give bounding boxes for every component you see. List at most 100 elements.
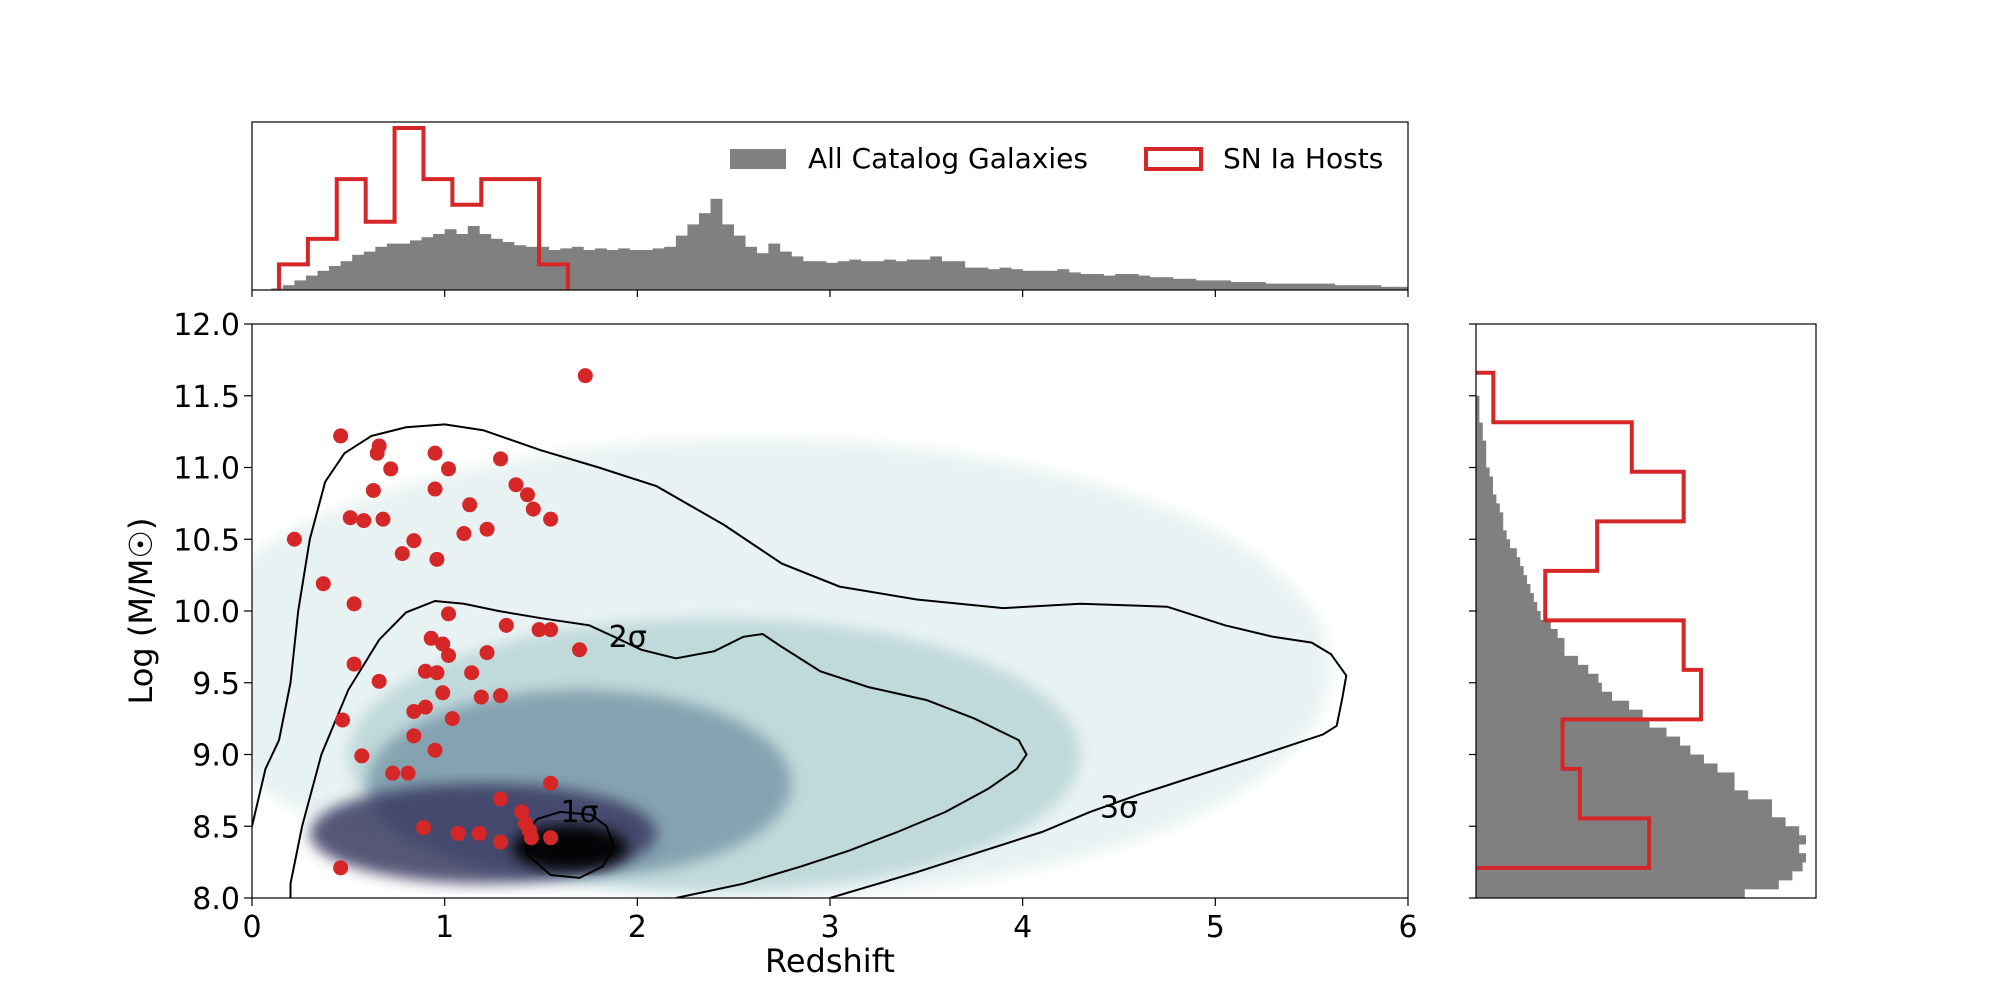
- sn-host-hist-step: [276, 126, 570, 290]
- galaxy-mass-hist-bar: [1476, 745, 1691, 755]
- sn-host-point: [514, 804, 530, 820]
- density-blob: [512, 824, 628, 871]
- galaxy-mass-hist-bar: [1476, 772, 1735, 782]
- galaxy-hist-bar: [305, 275, 318, 290]
- galaxy-hist-bar: [502, 242, 515, 290]
- sn-host-point: [464, 665, 480, 681]
- galaxy-mass-hist-bar: [1476, 853, 1806, 863]
- sn-host-point: [523, 830, 539, 846]
- galaxy-mass-hist-bar: [1476, 637, 1565, 648]
- contour-line: [524, 810, 616, 879]
- sn-host-point: [471, 825, 487, 841]
- galaxy-mass-hist-bar: [1476, 844, 1800, 854]
- galaxy-mass-hist-bar: [1476, 404, 1480, 414]
- galaxy-hist-bar: [548, 250, 561, 290]
- galaxy-hist-bar: [375, 246, 388, 290]
- galaxy-hist-bar: [386, 243, 399, 290]
- galaxy-hist-bar: [479, 234, 492, 290]
- contour-label: 3σ: [1100, 791, 1138, 826]
- galaxy-mass-hist-bar: [1476, 521, 1504, 531]
- sn-host-point: [493, 451, 509, 467]
- galaxy-hist-bar: [1439, 287, 1451, 290]
- galaxy-hist-bar: [537, 246, 550, 290]
- galaxy-hist-bar: [698, 213, 711, 290]
- sn-host-point: [406, 703, 422, 719]
- galaxy-hist-bar: [860, 261, 873, 290]
- galaxy-hist-bar: [1172, 278, 1185, 290]
- galaxy-hist-bar: [1068, 272, 1081, 290]
- sn-host-point: [450, 825, 466, 841]
- galaxy-hist-bar: [1450, 287, 1462, 290]
- galaxy-mass-hist-bar: [1476, 413, 1480, 423]
- galaxy-mass-hist-bar: [1476, 602, 1538, 612]
- galaxy-mass-hist-bar: [1476, 530, 1507, 540]
- galaxy-mass-hist-bar: [1476, 799, 1772, 809]
- galaxy-mass-hist-bar: [1476, 655, 1579, 666]
- galaxy-hist-bar: [433, 234, 445, 290]
- sn-host-point: [508, 477, 524, 493]
- galaxy-hist-bar: [1404, 286, 1408, 290]
- galaxy-mass-hist-bar: [1476, 691, 1613, 701]
- galaxy-hist-bar: [421, 237, 434, 290]
- legend-label-sn-ia-hosts: SN Ia Hosts: [1223, 142, 1383, 175]
- density-map: [252, 438, 1331, 898]
- galaxy-hist-bar: [907, 259, 919, 290]
- sn-host-point: [365, 482, 381, 498]
- galaxy-mass-hist-bar: [1476, 673, 1599, 684]
- galaxy-hist-bar: [1300, 283, 1312, 290]
- galaxy-hist-bar: [1011, 269, 1023, 290]
- sn-host-point: [333, 428, 349, 444]
- sn-host-point: [427, 445, 443, 461]
- galaxy-hist-bar: [1357, 285, 1370, 290]
- sn-host-point: [525, 501, 541, 517]
- sn-host-point: [435, 636, 451, 652]
- galaxy-hist-bar: [1092, 274, 1104, 290]
- galaxy-hist-bar: [1416, 287, 1428, 290]
- galaxy-hist-bar: [837, 261, 850, 290]
- x-tick-label: 5: [1206, 910, 1225, 945]
- sn-host-point: [543, 830, 559, 846]
- sn-host-point: [429, 665, 445, 681]
- sn-host-point: [333, 860, 349, 876]
- sn-host-point: [441, 461, 457, 477]
- sn-host-point: [315, 576, 331, 592]
- galaxy-mass-hist-bar: [1476, 682, 1602, 693]
- galaxy-mass-hist-bar: [1476, 449, 1487, 459]
- galaxy-hist-bar: [1334, 285, 1347, 290]
- galaxy-hist-bar: [1196, 280, 1208, 290]
- contour-label: 2σ: [609, 620, 647, 655]
- sn-host-mass-hist-step: [1476, 370, 1703, 870]
- legend: All Catalog Galaxies SN Ia Hosts: [730, 142, 1383, 175]
- galaxy-hist-bar: [1485, 288, 1497, 290]
- galaxy-hist-bar: [733, 235, 746, 290]
- sn-host-point: [473, 689, 489, 705]
- galaxy-hist-bar: [664, 246, 677, 290]
- galaxy-hist-bar: [1207, 280, 1220, 290]
- galaxy-mass-hist-bar: [1476, 763, 1718, 773]
- sn-host-point: [543, 511, 559, 527]
- x-axis-label: Redshift: [765, 942, 895, 980]
- galaxy-mass-hist-bar: [1476, 494, 1497, 504]
- sn-host-point: [406, 533, 422, 549]
- sn-host-point: [498, 617, 514, 633]
- galaxy-hist-bar: [409, 240, 422, 290]
- contour-line: [252, 423, 1348, 898]
- galaxy-hist-bar: [618, 248, 630, 290]
- sn-host-point: [456, 526, 472, 542]
- galaxy-mass-hist-bar: [1476, 395, 1480, 406]
- y-tick-label: 8.0: [192, 882, 240, 917]
- legend-swatch-all-catalog-galaxies: [730, 149, 786, 169]
- y-tick-label: 11.0: [173, 452, 240, 487]
- sn-host-point: [394, 546, 410, 562]
- sn-host-point: [356, 513, 372, 529]
- galaxy-hist-bar: [1242, 282, 1255, 290]
- galaxy-hist-bar: [1427, 287, 1439, 290]
- galaxy-hist-bar: [317, 270, 330, 290]
- galaxy-mass-hist-bar: [1476, 476, 1494, 486]
- galaxy-hist-bar: [1392, 286, 1405, 290]
- galaxy-hist-bar: [490, 238, 503, 290]
- y-tick-label: 12.0: [173, 308, 240, 343]
- galaxy-mass-hist-bar: [1476, 611, 1541, 621]
- galaxy-hist-bar: [1034, 270, 1047, 290]
- sn-host-point: [520, 487, 536, 503]
